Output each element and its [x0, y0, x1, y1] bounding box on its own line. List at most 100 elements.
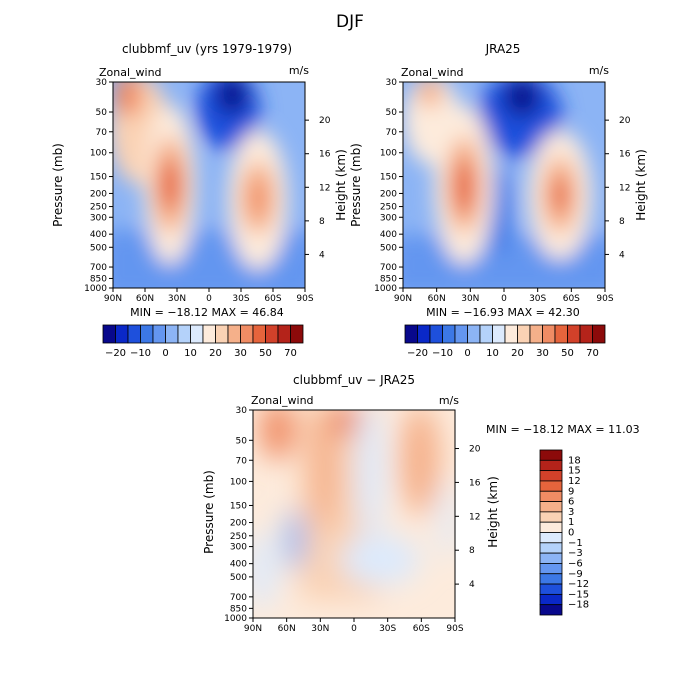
x-tick-label: 30S — [529, 294, 546, 304]
y-tick-label: 300 — [90, 213, 107, 223]
y-tick-label: 70 — [236, 456, 248, 466]
x-tick-label: 90N — [394, 294, 412, 304]
y-axis-title-right: Height (km) — [486, 476, 500, 547]
colorbar-swatch — [202, 324, 216, 344]
y-axis-right: 20 16 12 8 4 — [605, 116, 631, 260]
x-tick-label: 60N — [428, 294, 446, 304]
x-tick-label: 60N — [278, 624, 296, 634]
colorbar-label: −15 — [568, 589, 589, 600]
height-tick-label: 16 — [319, 150, 331, 160]
field-blob — [504, 82, 540, 117]
y-tick-label: 150 — [230, 501, 247, 511]
x-tick-label: 0 — [206, 294, 212, 304]
colorbar-swatch — [539, 604, 563, 616]
colorbar-swatch — [554, 324, 568, 344]
colorbar-swatch — [115, 324, 129, 344]
colorbar-swatch — [290, 324, 304, 344]
colorbar-swatch — [539, 593, 563, 606]
y-tick-label: 30 — [96, 78, 108, 88]
field-blob — [356, 410, 384, 540]
colorbar-label: 10 — [184, 348, 197, 359]
colorbar-swatch — [240, 324, 254, 344]
height-tick-label: 12 — [619, 183, 630, 193]
y-tick-label: 100 — [380, 149, 397, 159]
colorbar-swatch — [479, 324, 493, 344]
colorbar-swatch — [265, 324, 279, 344]
colorbar-swatch — [539, 563, 563, 575]
colorbar-swatch — [579, 324, 593, 344]
x-tick-label: 90N — [244, 624, 262, 634]
y-tick-label: 850 — [230, 604, 247, 614]
y-tick-label: 700 — [380, 263, 397, 273]
colorbar-label: 30 — [234, 348, 247, 359]
figure-title: DJF — [336, 12, 364, 32]
y-tick-label: 70 — [386, 128, 398, 138]
y-tick-label: 400 — [90, 230, 107, 240]
y-tick-label: 500 — [380, 243, 397, 253]
field-blob — [454, 159, 474, 215]
y-axis-title: Pressure (mb) — [51, 143, 65, 227]
y-tick-label: 1000 — [374, 284, 397, 294]
colorbar-label: −10 — [432, 348, 453, 359]
y-axis-title-right: Height (km) — [334, 149, 348, 220]
contour-field — [403, 82, 605, 288]
colorbar-swatch — [190, 324, 204, 344]
colorbar-label: 6 — [568, 497, 574, 508]
panel-title: clubbmf_uv (yrs 1979-1979) — [122, 42, 292, 56]
x-tick-label: 0 — [501, 294, 507, 304]
colorbar-label: −10 — [130, 348, 151, 359]
y-tick-label: 30 — [236, 406, 248, 416]
colorbar-swatch — [539, 449, 563, 461]
colorbar-swatch — [504, 324, 518, 344]
colorbar-label: 18 — [568, 455, 581, 466]
x-tick-label: 60S — [563, 294, 580, 304]
colorbar-swatch — [165, 324, 179, 344]
min-max-text: MIN = −18.12 MAX = 46.84 — [130, 306, 284, 319]
y-tick-label: 100 — [90, 149, 107, 159]
colorbar-label: 0 — [162, 348, 168, 359]
height-tick-label: 16 — [469, 478, 481, 488]
colorbar-label: 50 — [561, 348, 574, 359]
colorbar-label: 3 — [568, 507, 574, 518]
colorbar-swatch — [539, 552, 563, 564]
colorbar-swatch — [227, 324, 241, 344]
colorbar-label: 30 — [536, 348, 549, 359]
colorbar-label: 70 — [586, 348, 599, 359]
x-axis: 90N 60N 30N 0 30S 60S 90S — [394, 288, 614, 304]
colorbar-swatch — [539, 480, 563, 492]
y-axis-right: 20 16 12 8 4 — [455, 445, 481, 590]
colorbar-swatch — [539, 490, 563, 502]
colorbar-swatch — [454, 324, 468, 344]
height-tick-label: 20 — [319, 116, 331, 126]
y-tick-label: 250 — [230, 532, 247, 542]
y-tick-label: 500 — [230, 573, 247, 583]
y-tick-label: 50 — [96, 108, 108, 118]
x-tick-label: 90S — [446, 624, 463, 634]
y-tick-label: 250 — [380, 203, 397, 213]
field-blob — [552, 177, 568, 213]
field-blob — [160, 159, 180, 211]
y-tick-label: 300 — [380, 213, 397, 223]
height-tick-label: 12 — [469, 512, 480, 522]
y-tick-label: 150 — [380, 173, 397, 183]
colorbar-swatch — [539, 573, 563, 585]
colorbar-swatch — [542, 324, 556, 344]
colorbar-label: 12 — [568, 476, 581, 487]
colorbar-swatch — [539, 521, 563, 533]
colorbar-swatch — [539, 511, 563, 523]
field-blob — [340, 535, 420, 585]
colorbar-swatch — [592, 324, 606, 344]
y-tick-label: 30 — [386, 78, 398, 88]
colorbar-label: −20 — [407, 348, 428, 359]
colorbar-swatch — [539, 542, 563, 554]
colorbar-label: −6 — [568, 558, 583, 569]
colorbar-swatch — [127, 324, 141, 344]
colorbar-label: −20 — [105, 348, 126, 359]
x-tick-label: 30S — [232, 294, 249, 304]
colorbar-swatch — [539, 501, 563, 513]
y-tick-label: 50 — [236, 436, 248, 446]
colorbar-label: 9 — [568, 486, 574, 497]
y-tick-label: 100 — [230, 477, 247, 487]
colorbar-swatch — [429, 324, 443, 344]
